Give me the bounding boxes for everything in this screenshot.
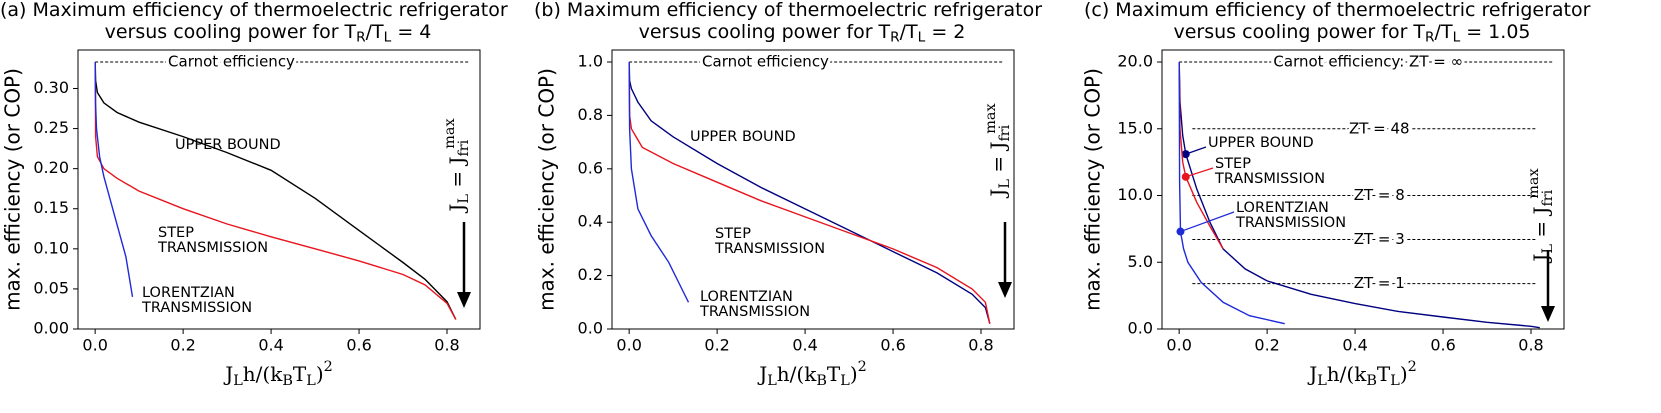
reference-label: ZT = 1: [1354, 274, 1405, 292]
series-line: [628, 61, 991, 324]
series-label: LORENTZIAN TRANSMISSION: [699, 289, 810, 320]
y-tick-label: 0.8: [578, 105, 603, 124]
x-tick-label: 0.2: [1254, 336, 1279, 355]
annotation: JL = Jfrimax: [1526, 168, 1556, 263]
arrow-head: [1541, 306, 1555, 322]
series-label: UPPER BOUND: [690, 129, 796, 145]
series-line: [94, 61, 457, 320]
point-marker: [1181, 150, 1190, 159]
panel: (b) Maximum efficiency of thermoelectric…: [534, 0, 1042, 389]
plot-frame: [611, 49, 1015, 330]
x-tick-label: 0.4: [792, 336, 817, 355]
y-axis-label: max. efficiency (or COP): [535, 68, 559, 311]
series-label: UPPER BOUND: [175, 137, 281, 153]
reference-label: ZT = 8: [1354, 186, 1405, 204]
series-label: STEP TRANSMISSION: [1214, 156, 1325, 187]
y-tick-label: 0.6: [578, 158, 603, 177]
x-tick-label: 0.8: [1518, 336, 1543, 355]
plot-frame: [77, 49, 481, 330]
reference-label: Carnot efficiency: [168, 53, 295, 71]
y-tick-label: 0.15: [33, 198, 69, 217]
chart-title: (a) Maximum efficiency of thermoelectric…: [0, 0, 508, 21]
reference-label: ZT = 3: [1354, 230, 1405, 248]
series-line: [94, 61, 457, 320]
x-tick-label: 0.8: [434, 336, 459, 355]
series-line: [1178, 61, 1540, 329]
series-label: UPPER BOUND: [1208, 135, 1314, 151]
y-tick-label: 15.0: [1117, 118, 1153, 137]
label-leader: [1185, 167, 1214, 178]
chart-title: (c) Maximum efficiency of thermoelectric…: [1084, 0, 1591, 21]
y-tick-label: 0.10: [33, 238, 69, 257]
series-label: STEP TRANSMISSION: [157, 225, 268, 256]
x-tick-label: 0.0: [82, 336, 107, 355]
reference-label: ZT = 48: [1349, 119, 1410, 137]
series-line: [628, 61, 991, 324]
reference-label: Carnot efficiency: ZT = ∞: [1273, 53, 1463, 71]
series-label: STEP TRANSMISSION: [714, 226, 825, 257]
x-tick-label: 0.4: [258, 336, 283, 355]
x-tick-label: 0.6: [1430, 336, 1455, 355]
series-line: [94, 61, 134, 298]
plot-frame: [1161, 49, 1565, 330]
y-tick-label: 0.2: [578, 265, 603, 284]
y-axis-label: max. efficiency (or COP): [1, 68, 25, 311]
x-tick-label: 0.4: [1342, 336, 1367, 355]
x-tick-label: 0.2: [170, 336, 195, 355]
y-tick-label: 0.25: [33, 118, 69, 137]
x-axis-label: JLh/(kBTL)2: [757, 359, 867, 389]
y-tick-label: 0.4: [578, 212, 603, 231]
label-leader: [1180, 211, 1235, 233]
chart-title: versus cooling power for TR/TL = 2: [639, 21, 966, 46]
y-tick-label: 0.00: [33, 319, 69, 338]
y-tick-label: 10.0: [1117, 185, 1153, 204]
annotation: JL = Jfrimax: [442, 118, 472, 213]
series-line: [1178, 61, 1285, 325]
arrow-head: [998, 282, 1012, 298]
y-tick-label: 0.0: [578, 319, 603, 338]
x-tick-label: 0.6: [346, 336, 371, 355]
x-axis-label: JLh/(kBTL)2: [223, 359, 333, 389]
x-tick-label: 0.8: [968, 336, 993, 355]
annotation: JL = Jfrimax: [983, 103, 1013, 198]
y-tick-label: 0.05: [33, 278, 69, 297]
x-tick-label: 0.0: [616, 336, 641, 355]
y-axis-label: max. efficiency (or COP): [1081, 68, 1105, 311]
y-tick-label: 0.0: [1128, 319, 1153, 338]
reference-label: Carnot efficiency: [702, 53, 829, 71]
x-tick-label: 0.0: [1166, 336, 1191, 355]
point-marker: [1181, 172, 1190, 181]
y-tick-label: 0.20: [33, 158, 69, 177]
point-marker: [1176, 227, 1185, 236]
panel: (c) Maximum efficiency of thermoelectric…: [1081, 0, 1591, 389]
x-axis-label: JLh/(kBTL)2: [1307, 359, 1417, 389]
arrow-head: [457, 292, 471, 308]
chart-title: versus cooling power for TR/TL = 4: [105, 21, 432, 46]
x-tick-label: 0.6: [880, 336, 905, 355]
y-tick-label: 1.0: [578, 52, 603, 71]
y-tick-label: 0.30: [33, 78, 69, 97]
series-line: [628, 61, 690, 303]
y-tick-label: 20.0: [1117, 52, 1153, 71]
chart-title: versus cooling power for TR/TL = 1.05: [1173, 21, 1530, 46]
panel: (a) Maximum efficiency of thermoelectric…: [0, 0, 508, 389]
series-label: LORENTZIAN TRANSMISSION: [1235, 200, 1346, 231]
series-label: LORENTZIAN TRANSMISSION: [141, 285, 252, 316]
y-tick-label: 5.0: [1128, 252, 1153, 271]
x-tick-label: 0.2: [704, 336, 729, 355]
chart-title: (b) Maximum efficiency of thermoelectric…: [534, 0, 1042, 21]
